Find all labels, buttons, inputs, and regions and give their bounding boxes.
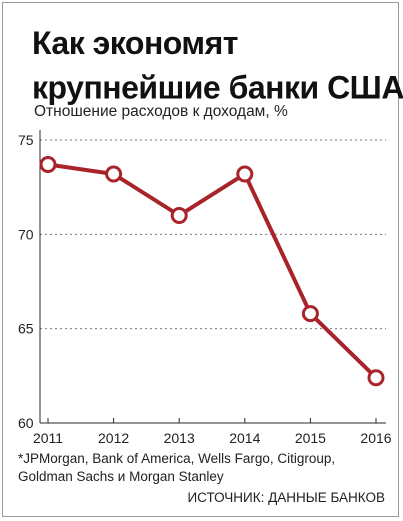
footnote: *JPMorgan, Bank of America, Wells Fargo,… [18, 450, 335, 486]
x-tick-label: 2011 [33, 430, 63, 446]
data-point-2015 [301, 305, 319, 323]
y-tick-label: 75 [18, 132, 34, 148]
x-tick-label: 2013 [164, 430, 195, 446]
x-tick-label: 2014 [229, 430, 260, 446]
x-tick-label: 2016 [360, 430, 391, 446]
title-line-2-text: крупнейшие банки США [32, 69, 403, 106]
chart-subtitle: Отношение расходов к доходам, % [34, 103, 288, 120]
y-tick-label: 70 [18, 226, 34, 242]
y-tick-label: 65 [18, 321, 34, 337]
x-tick-label: 2015 [295, 430, 326, 446]
footnote-line-1: *JPMorgan, Bank of America, Wells Fargo,… [18, 451, 336, 466]
data-point-2012 [105, 165, 123, 183]
data-point-2013 [170, 206, 188, 224]
x-tick-label: 2012 [98, 430, 129, 446]
chart-frame [2, 2, 399, 517]
data-point-2016 [367, 369, 385, 387]
source-note: ИСТОЧНИК: ДАННЫЕ БАНКОВ [187, 490, 385, 505]
data-point-2011 [39, 156, 57, 174]
y-tick-label: 60 [18, 415, 34, 431]
data-point-2014 [236, 165, 254, 183]
series-line [46, 162, 378, 380]
footnote-line-2: Goldman Sachs и Morgan Stanley [18, 469, 224, 484]
chart-title: Как экономят крупнейшие банки США* [32, 24, 403, 107]
title-line-2: крупнейшие банки США* [32, 62, 403, 107]
title-line-1: Как экономят [32, 25, 238, 61]
